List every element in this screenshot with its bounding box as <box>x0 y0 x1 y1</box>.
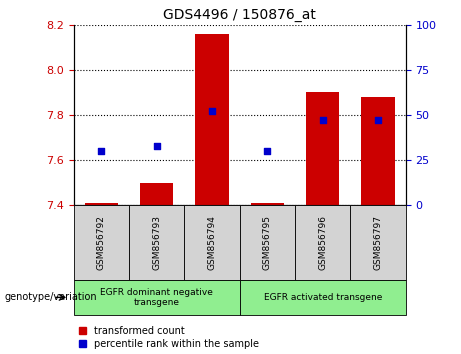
Bar <box>85 203 118 205</box>
Point <box>98 148 105 154</box>
Text: GSM856792: GSM856792 <box>97 215 106 270</box>
Text: GSM856794: GSM856794 <box>207 215 217 270</box>
Point <box>264 148 271 154</box>
Text: EGFR activated transgene: EGFR activated transgene <box>264 293 382 302</box>
Text: genotype/variation: genotype/variation <box>5 292 97 302</box>
Point <box>319 118 326 123</box>
Bar <box>295 205 350 280</box>
Bar <box>251 203 284 205</box>
Text: GSM856796: GSM856796 <box>318 215 327 270</box>
Title: GDS4496 / 150876_at: GDS4496 / 150876_at <box>163 8 316 22</box>
Bar <box>74 205 129 280</box>
Text: GSM856797: GSM856797 <box>373 215 383 270</box>
Bar <box>350 205 406 280</box>
Bar <box>184 205 240 280</box>
Bar <box>129 205 184 280</box>
Point <box>153 143 160 149</box>
Bar <box>306 92 339 205</box>
Text: GSM856793: GSM856793 <box>152 215 161 270</box>
Bar <box>195 34 229 205</box>
Legend: transformed count, percentile rank within the sample: transformed count, percentile rank withi… <box>79 326 259 349</box>
Point <box>208 109 216 114</box>
Bar <box>74 280 240 315</box>
Point <box>374 118 382 123</box>
Bar <box>140 183 173 205</box>
Bar <box>361 97 395 205</box>
Bar <box>240 205 295 280</box>
Text: GSM856795: GSM856795 <box>263 215 272 270</box>
Text: EGFR dominant negative
transgene: EGFR dominant negative transgene <box>100 288 213 307</box>
Bar <box>240 280 406 315</box>
